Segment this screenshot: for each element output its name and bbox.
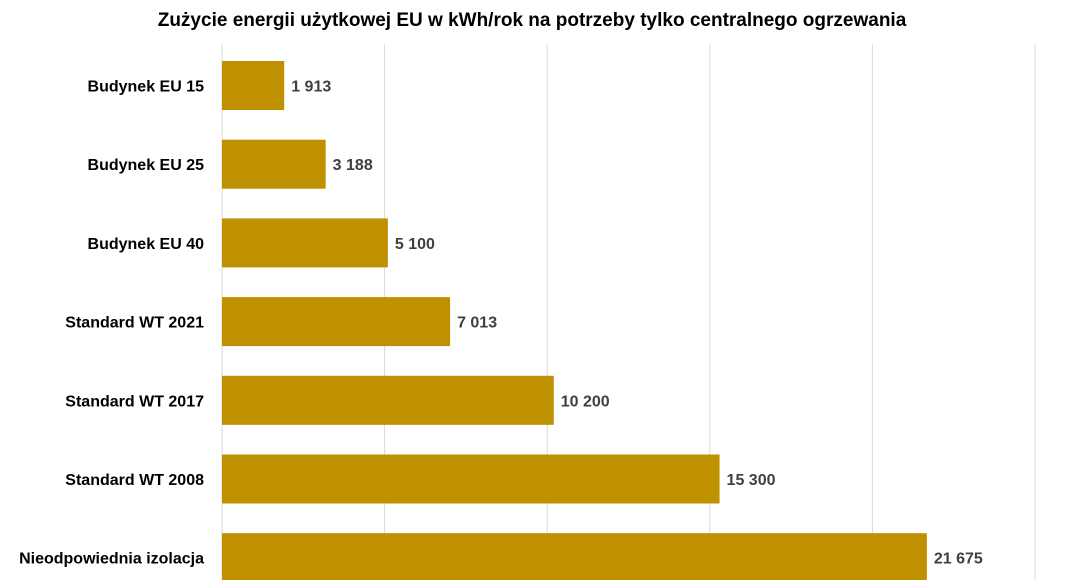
bar [222,375,554,425]
data-label: 10 200 [561,393,610,410]
category-label: Standard WT 2021 [65,315,204,332]
category-label: Standard WT 2008 [65,472,204,489]
bars [222,61,927,583]
bar [222,139,326,189]
category-label: Budynek EU 25 [88,157,205,174]
category-label: Budynek EU 15 [88,79,205,96]
category-label: Standard WT 2017 [65,393,204,410]
bar [222,297,451,347]
chart-title: Zużycie energii użytkowej EU w kWh/rok n… [158,10,907,31]
data-label: 5 100 [395,236,435,253]
data-label: 3 188 [333,157,373,174]
labels: Budynek EU 15 1 913 Budynek EU 25 3 188 Budy… [19,79,983,568]
bar [222,454,720,504]
bar [222,533,927,583]
data-label: 1 913 [291,79,331,96]
category-label: Nieodpowiednia izolacja [19,551,204,568]
data-label: 7 013 [457,315,497,332]
data-label: 15 300 [727,472,776,489]
bar [222,61,285,110]
bar [222,218,388,268]
category-label: Budynek EU 40 [88,236,205,253]
data-label: 21 675 [934,551,983,568]
